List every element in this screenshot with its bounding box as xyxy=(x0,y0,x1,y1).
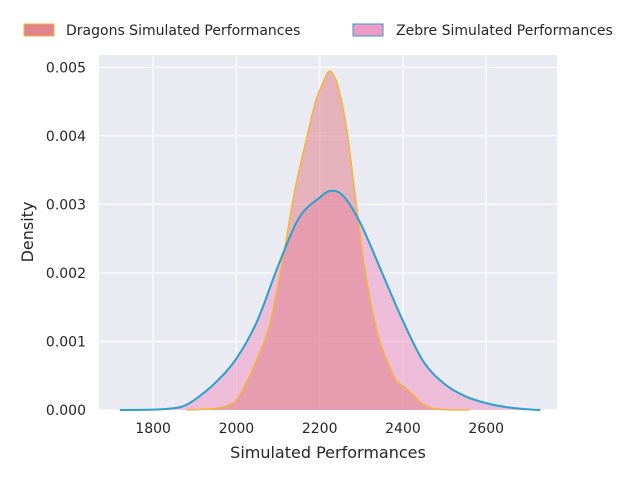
x-tick-label: 2000 xyxy=(219,421,255,437)
dragons-density-line xyxy=(186,70,470,411)
x-tick-label: 1800 xyxy=(135,421,171,437)
x-tick-label: 2600 xyxy=(468,421,504,437)
y-tick-label: 0.003 xyxy=(46,197,86,213)
y-tick-label: 0.000 xyxy=(46,403,86,419)
legend-swatch-dragons xyxy=(23,23,55,37)
legend-label-dragons: Dragons Simulated Performances xyxy=(66,23,300,39)
zebre-density-line xyxy=(119,189,541,411)
y-tick-labels: 0.000 0.001 0.002 0.003 0.004 0.005 xyxy=(46,60,86,419)
x-axis-label: Simulated Performances xyxy=(230,443,426,462)
legend-swatch-zebre xyxy=(352,23,384,37)
y-tick-label: 0.004 xyxy=(46,129,86,145)
y-tick-label: 0.005 xyxy=(46,60,86,76)
y-tick-label: 0.002 xyxy=(46,266,86,282)
x-tick-labels: 1800 2000 2200 2400 2600 xyxy=(135,421,504,437)
dragons-density-area xyxy=(186,70,470,410)
legend: Dragons Simulated Performances Zebre Sim… xyxy=(23,23,613,39)
legend-label-zebre: Zebre Simulated Performances xyxy=(396,23,613,39)
x-tick-label: 2200 xyxy=(302,421,338,437)
density-areas xyxy=(119,70,541,410)
y-axis-label: Density xyxy=(18,202,37,263)
x-tick-label: 2400 xyxy=(385,421,421,437)
y-tick-label: 0.001 xyxy=(46,334,86,350)
density-lines xyxy=(119,70,541,411)
